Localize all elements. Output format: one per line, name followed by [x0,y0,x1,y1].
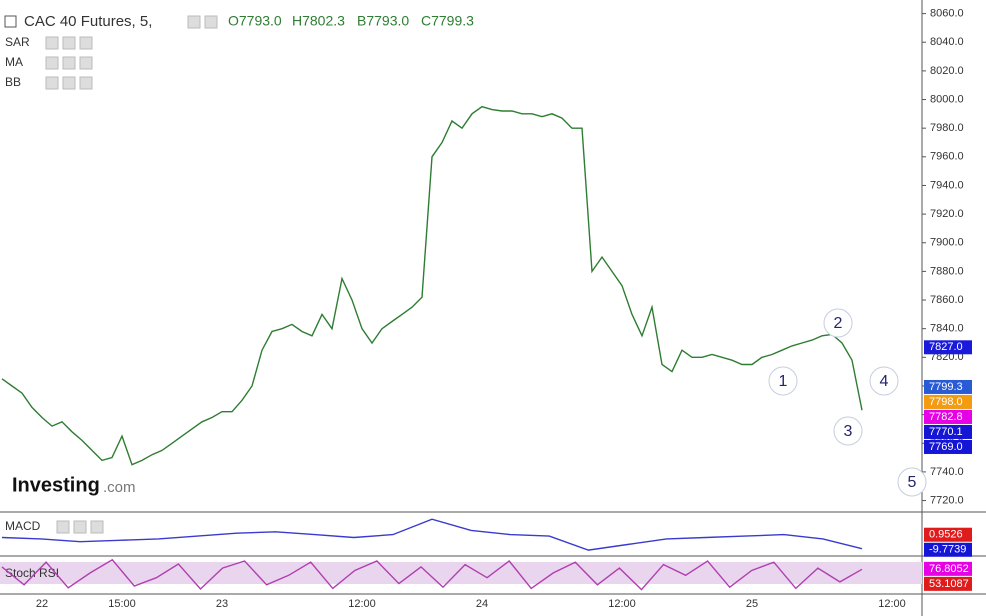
price-tag-label: 7827.0 [929,341,963,353]
price-tag [924,576,972,591]
icon-button[interactable] [45,76,59,90]
ohlc: B7793.0 [357,13,409,29]
annotation-badge [823,308,853,338]
annotation-label: 1 [779,373,788,390]
price-tag-label: 7798.0 [929,396,963,408]
x-tick-label: 22 [36,598,48,610]
x-tick-label: 23 [216,598,228,610]
icon-button[interactable] [56,520,70,534]
x-tick-label: 24 [476,598,488,610]
ohlc: C7799.3 [421,13,474,29]
annotation-label: 2 [834,315,843,332]
logo: Investing [12,474,100,496]
annotation-badge [869,366,899,396]
price-tag [924,527,972,542]
price-tag-label: 7799.3 [929,381,963,393]
icon-button[interactable] [79,36,93,50]
price-tag-label: 7769.0 [929,441,963,453]
price-tag-label: -9.7739 [929,544,966,556]
price-tag-label: 7770.1 [929,426,963,438]
icon-button[interactable] [90,520,104,534]
annotation-badge [768,366,798,396]
icon-button[interactable] [187,15,201,29]
icon-button[interactable] [79,76,93,90]
icon-button[interactable] [45,56,59,70]
panel-label: MACD [5,519,41,533]
price-tag [924,561,972,576]
y-tick-label: 7860.0 [930,294,964,306]
price-tag-label: 53.1087 [929,578,969,590]
y-tick-label: 7960.0 [930,151,964,163]
y-tick-label: 8020.0 [930,65,964,77]
annotation-label: 5 [908,474,917,491]
y-tick-label: 7880.0 [930,265,964,277]
price-tag [924,340,972,355]
y-tick-label: 7740.0 [930,466,964,478]
price-tag [924,409,972,424]
x-tick-label: 12:00 [608,598,636,610]
series-line [1,105,863,466]
icon-button[interactable] [45,36,59,50]
indicator-label[interactable]: BB [5,75,21,89]
y-tick-label: 8060.0 [930,7,964,19]
price-tag [924,394,972,409]
price-tag [924,439,972,454]
y-tick-label: 7980.0 [930,122,964,134]
icon-button[interactable] [62,56,76,70]
icon-button[interactable] [62,36,76,50]
icon-button[interactable] [73,520,87,534]
indicator-label[interactable]: MA [5,55,23,69]
y-tick-label: 8040.0 [930,36,964,48]
logo-suffix: .com [103,479,136,496]
ohlc: O7793.0 [228,13,282,29]
annotation-badge [897,467,927,497]
x-tick-label: 12:00 [348,598,376,610]
y-tick-label: 7840.0 [930,323,964,335]
y-tick-label: 7920.0 [930,208,964,220]
y-tick-label: 8000.0 [930,93,964,105]
price-tag-label: 76.8052 [929,563,969,575]
x-tick-label: 15:00 [108,598,136,610]
ohlc: H7802.3 [292,13,345,29]
annotation-label: 4 [880,373,889,390]
icon-button[interactable] [204,15,218,29]
price-tag [924,424,972,439]
indicator-label[interactable]: SAR [5,35,30,49]
menu-icon[interactable] [4,15,17,28]
icon-button[interactable] [79,56,93,70]
price-tag-label: 0.9526 [929,529,963,541]
y-tick-label: 7900.0 [930,237,964,249]
chart-title: CAC 40 Futures, 5, [24,13,152,30]
series-line [1,518,863,551]
y-tick-label: 7940.0 [930,179,964,191]
annotation-badge [833,416,863,446]
series-line [1,558,863,591]
y-tick-label: 7720.0 [930,494,964,506]
price-tag [924,379,972,394]
x-tick-label: 12:00 [878,598,906,610]
panel-label: Stoch RSI [5,566,59,580]
price-tag [924,542,972,557]
price-tag-label: 7782.8 [929,411,963,423]
stoch-band [0,562,922,584]
annotation-label: 3 [844,423,853,440]
icon-button[interactable] [62,76,76,90]
x-tick-label: 25 [746,598,758,610]
